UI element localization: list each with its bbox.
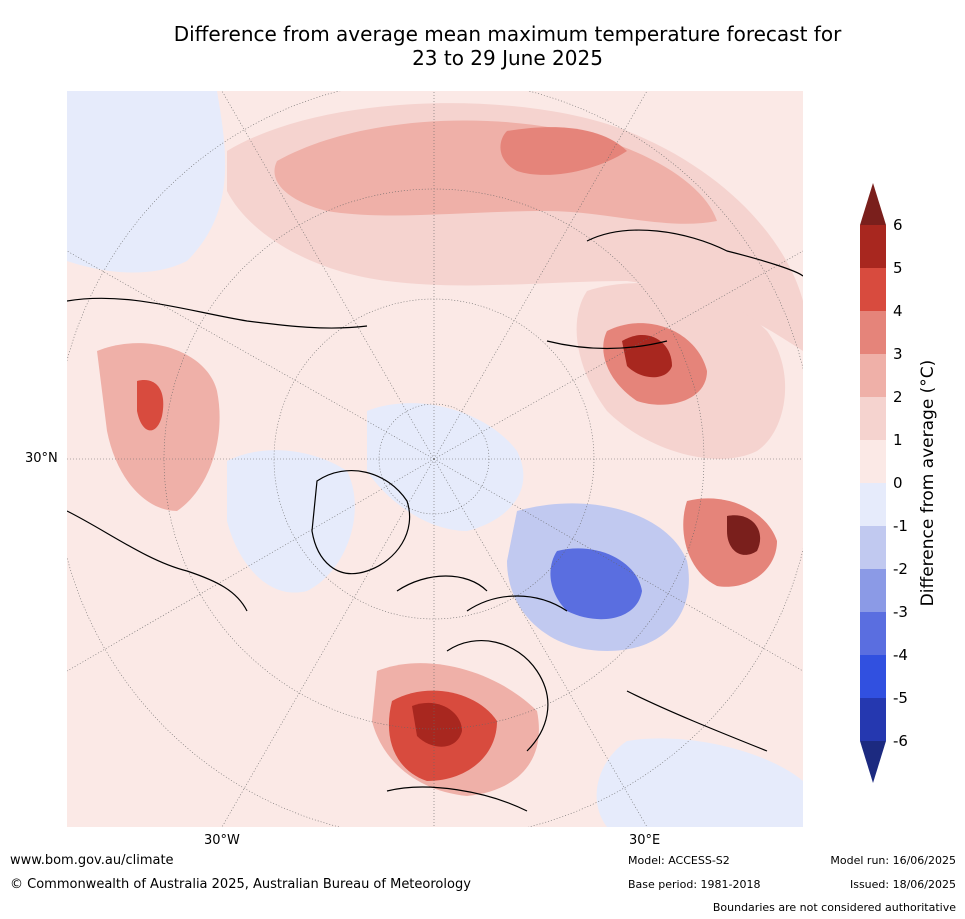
colorbar-band-m1-0 [860,483,886,526]
colorbar-tick: -2 [893,560,908,578]
anomaly-warm-region [727,515,761,555]
anomaly-warm-region [622,335,672,378]
colorbar-tick: -3 [893,603,908,621]
colorbar-tick: -4 [893,646,908,664]
colorbar-under-arrow [860,741,886,783]
footer-copyright: © Commonwealth of Australia 2025, Austra… [10,877,471,892]
title-line-2: 23 to 29 June 2025 [412,46,603,70]
footer-model-run: Model run: 16/06/2025 [830,854,956,867]
colorbar [860,183,886,783]
latitude-label-30n: 30°N [25,451,58,466]
colorbar-band-m6-m5 [860,698,886,741]
colorbar-band-0-1 [860,440,886,483]
colorbar-tick: 6 [893,216,903,234]
coastlines [67,229,803,812]
colorbar-band-2-3 [860,354,886,397]
colorbar-tick: 1 [893,431,903,449]
colorbar-band-3-4 [860,311,886,354]
map-canvas [67,91,803,827]
colorbar-tick: 2 [893,388,903,406]
colorbar-tick: -1 [893,517,908,535]
graticule [67,91,803,827]
polar-stereographic-map [67,91,803,827]
footer-issued: Issued: 18/06/2025 [849,878,956,891]
footer-base-period: Base period: 1981-2018 [628,878,761,891]
colorbar-band-1-2 [860,397,886,440]
colorbar-band-m5-m4 [860,655,886,698]
title-line-1: Difference from average mean maximum tem… [173,22,842,46]
colorbar-over-arrow [860,183,886,225]
colorbar-band-m3-m2 [860,569,886,612]
longitude-label-30w: 30°W [204,833,240,848]
anomaly-cool-region [67,91,226,273]
anomaly-cool-region [550,548,642,620]
anomaly-cool-region [596,738,803,827]
footer-url-link[interactable]: www.bom.gov.au/climate [10,853,174,868]
colorbar-tick: 5 [893,259,903,277]
anomaly-cool-region [227,450,355,593]
colorbar-band-m4-m3 [860,612,886,655]
anomaly-warm-region [500,127,627,175]
colorbar-tick: 3 [893,345,903,363]
longitude-label-30e: 30°E [629,833,661,848]
anomaly-warm-region [137,380,164,431]
map-title: Difference from average mean maximum tem… [0,22,965,70]
colorbar-band-5-6 [860,225,886,268]
anomaly-warm-region [97,343,220,511]
colorbar-label-text: Difference from average (°C) [918,359,938,607]
colorbar-tick: -6 [893,732,908,750]
footer-model: Model: ACCESS-S2 [628,854,730,867]
colorbar-band-m2-m1 [860,526,886,569]
footer-disclaimer: Boundaries are not considered authoritat… [712,901,956,914]
colorbar-tick: -5 [893,689,908,707]
anomaly-warm-region [412,702,462,747]
colorbar-tick: 4 [893,302,903,320]
colorbar-band-4-5 [860,268,886,311]
colorbar-tick: 0 [893,474,903,492]
